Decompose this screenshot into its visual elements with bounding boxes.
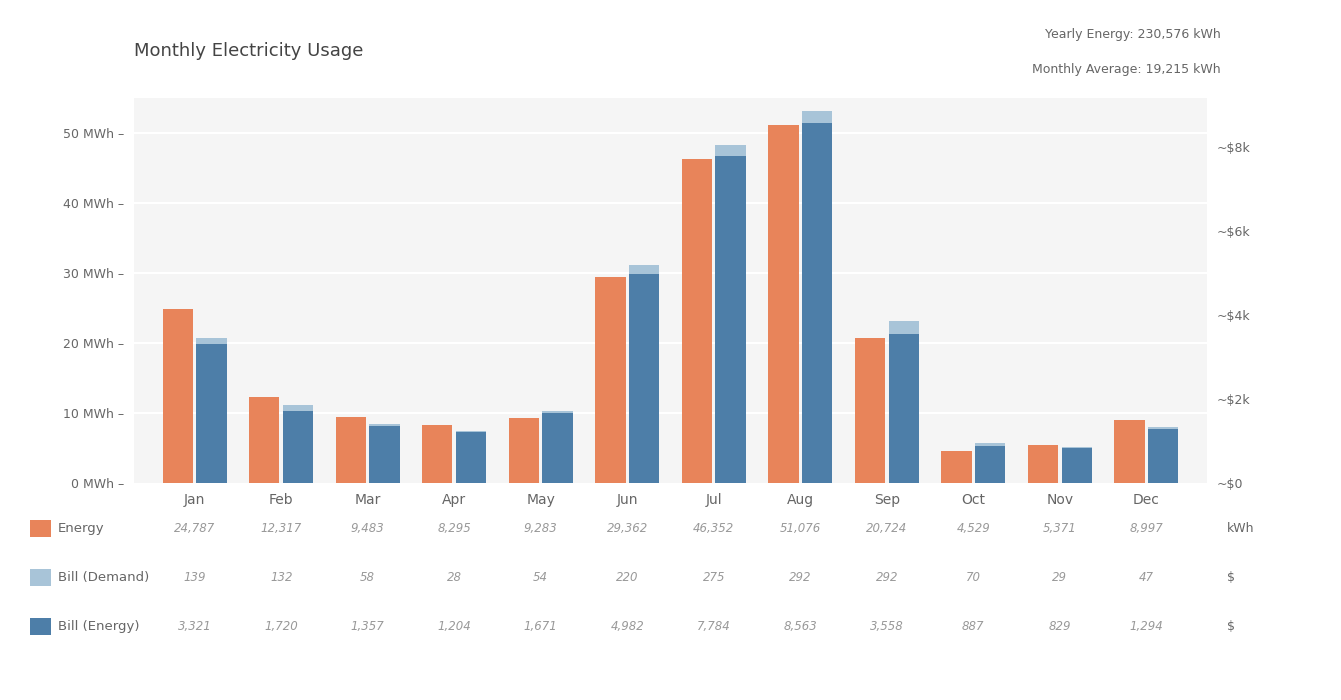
Bar [369, 426, 400, 483]
Bar [716, 156, 746, 483]
Text: 8,295: 8,295 [437, 522, 471, 535]
Text: 1,720: 1,720 [264, 620, 298, 633]
Text: 9,283: 9,283 [524, 522, 558, 535]
Bar [975, 446, 1006, 483]
Bar [1148, 428, 1179, 483]
Bar [283, 411, 314, 483]
Bar [508, 418, 539, 483]
Text: 29,362: 29,362 [606, 522, 648, 535]
Text: Yearly Energy: 230,576 kWh: Yearly Energy: 230,576 kWh [1045, 28, 1220, 41]
Bar [1027, 445, 1058, 483]
Text: 275: 275 [703, 571, 725, 584]
Bar [456, 433, 487, 483]
Text: 1,204: 1,204 [437, 620, 471, 633]
Bar [941, 452, 972, 483]
Text: 4,982: 4,982 [610, 620, 644, 633]
Bar [543, 411, 573, 413]
Bar [369, 424, 400, 426]
Text: Monthly Average: 19,215 kWh: Monthly Average: 19,215 kWh [1031, 63, 1220, 76]
Text: 292: 292 [789, 571, 811, 584]
Bar [456, 431, 487, 433]
Bar [1148, 427, 1179, 428]
Text: 58: 58 [361, 571, 375, 584]
Text: 54: 54 [534, 571, 548, 584]
Bar [629, 265, 660, 274]
Bar [162, 309, 193, 483]
Bar [975, 443, 1006, 446]
Bar [1062, 447, 1092, 448]
Bar [595, 277, 625, 483]
Text: 1,671: 1,671 [524, 620, 558, 633]
Bar [196, 344, 227, 483]
Text: 1,294: 1,294 [1129, 620, 1163, 633]
Text: 292: 292 [876, 571, 898, 584]
Bar [854, 338, 885, 483]
Text: Bill (Energy): Bill (Energy) [58, 620, 139, 633]
Text: 20,724: 20,724 [866, 522, 908, 535]
Text: 46,352: 46,352 [693, 522, 735, 535]
Bar [768, 125, 798, 483]
Text: Bill (Demand): Bill (Demand) [58, 571, 149, 584]
Text: 3,321: 3,321 [178, 620, 212, 633]
Bar [1114, 420, 1145, 483]
Text: 70: 70 [966, 571, 980, 584]
Text: 51,076: 51,076 [779, 522, 821, 535]
Text: 28: 28 [447, 571, 461, 584]
Bar [543, 413, 573, 483]
Text: 5,371: 5,371 [1043, 522, 1077, 535]
Bar [889, 334, 919, 483]
Bar [889, 321, 919, 334]
Text: 12,317: 12,317 [260, 522, 302, 535]
Text: Energy: Energy [58, 522, 105, 535]
Text: 132: 132 [270, 571, 292, 584]
Bar [196, 337, 227, 344]
Text: $: $ [1227, 571, 1235, 584]
Text: 1,357: 1,357 [351, 620, 385, 633]
Text: 24,787: 24,787 [174, 522, 216, 535]
Text: Monthly Electricity Usage: Monthly Electricity Usage [134, 42, 363, 60]
Bar [249, 397, 279, 483]
Text: 139: 139 [184, 571, 207, 584]
Bar [681, 158, 712, 483]
Text: 9,483: 9,483 [351, 522, 385, 535]
Text: kWh: kWh [1227, 522, 1255, 535]
Text: 47: 47 [1139, 571, 1153, 584]
Bar [716, 144, 746, 156]
Bar [283, 405, 314, 411]
Text: $: $ [1227, 620, 1235, 633]
Bar [802, 111, 833, 123]
Text: 887: 887 [961, 620, 984, 633]
Text: 4,529: 4,529 [956, 522, 990, 535]
Bar [422, 425, 452, 483]
Text: 829: 829 [1049, 620, 1071, 633]
Text: 8,563: 8,563 [783, 620, 817, 633]
Bar [1062, 448, 1092, 483]
Text: 220: 220 [616, 571, 638, 584]
Text: 8,997: 8,997 [1129, 522, 1163, 535]
Text: 7,784: 7,784 [697, 620, 731, 633]
Bar [335, 416, 366, 483]
Bar [802, 123, 833, 483]
Bar [629, 274, 660, 483]
Text: 29: 29 [1053, 571, 1067, 584]
Text: 3,558: 3,558 [870, 620, 904, 633]
